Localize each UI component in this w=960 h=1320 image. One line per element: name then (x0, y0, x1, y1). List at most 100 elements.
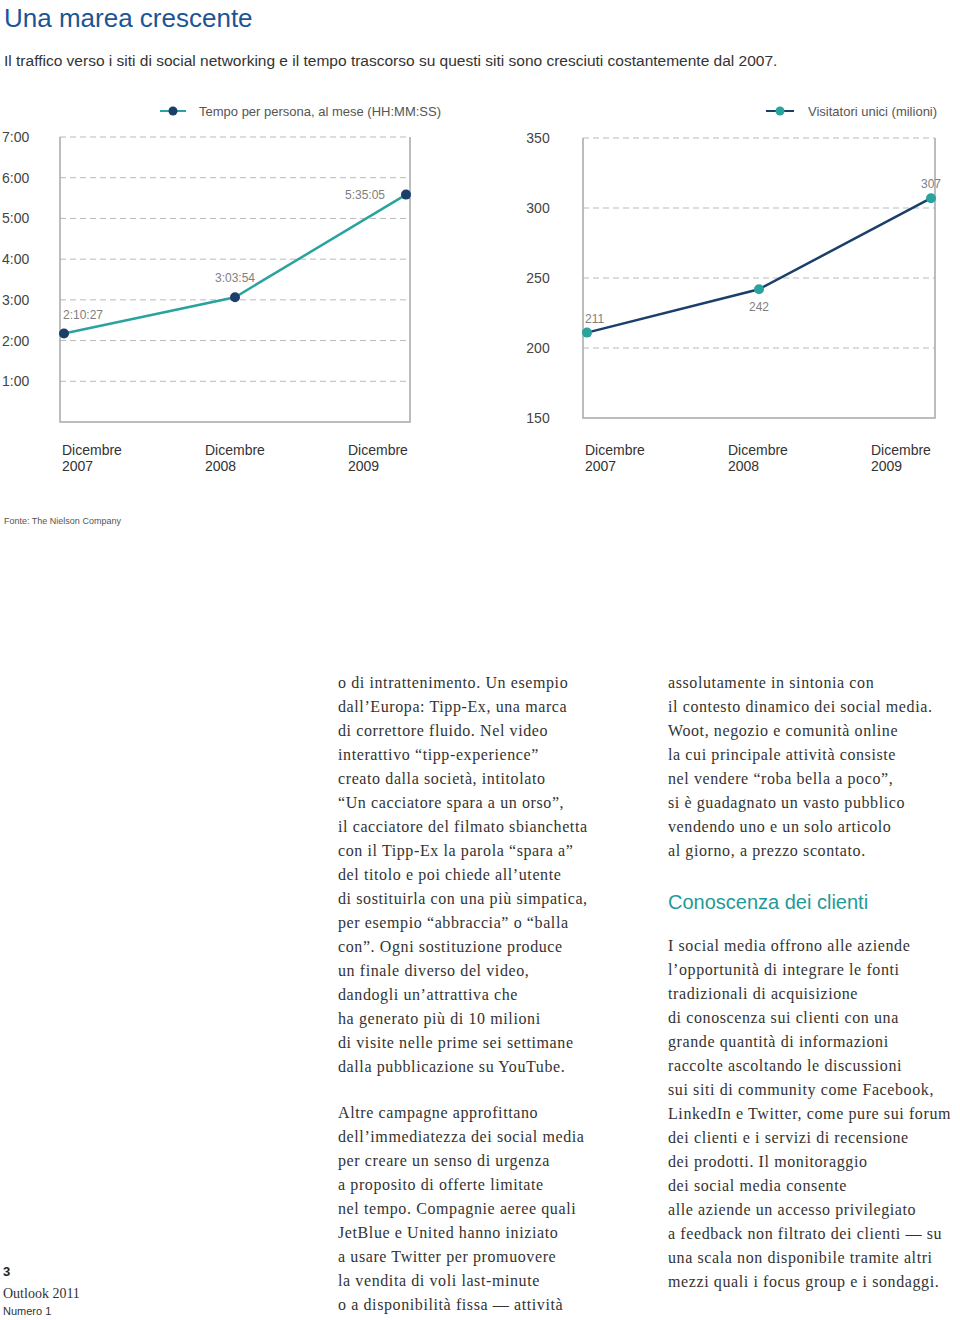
text-line: tradizionali di acquisizione (668, 985, 858, 1003)
category-label-line: 2007 (62, 458, 93, 474)
text-line: il contesto dinamico dei social media. (668, 698, 933, 715)
grid-line (60, 381, 410, 382)
text-line: ha generato più di 10 milioni (338, 1010, 541, 1028)
text-line: dall’Europa: Tipp-Ex, una marca (338, 698, 567, 716)
text-line: dei clienti e i servizi di recensione (668, 1129, 909, 1146)
publication: Outlook 2011 (3, 1286, 80, 1301)
category-label: Dicembre2007 (62, 442, 122, 474)
text-line: di correttore fluido. Nel video (338, 722, 548, 739)
text-line: la cui principale attività consiste (668, 746, 896, 764)
text-line: al giorno, a prezzo scontato. (668, 842, 866, 860)
grid-line (583, 208, 935, 209)
tick-label: 7:00 (2, 129, 29, 145)
category-label-line: Dicembre (348, 442, 408, 458)
text-line: con”. Ogni sostituzione produce (338, 938, 563, 956)
text-line: raccolte ascoltando le discussioni (668, 1057, 902, 1074)
category-label: Dicembre2008 (205, 442, 265, 474)
chart: 1:002:003:004:005:006:007:00Dicembre2007… (2, 104, 441, 474)
text-line: grande quantità di informazioni (668, 1033, 889, 1051)
text-line: dalla pubblicazione su YouTube. (338, 1058, 565, 1076)
point (59, 328, 69, 338)
category-label-line: Dicembre (205, 442, 265, 458)
title: Una marea crescente (4, 3, 253, 33)
category-label: Dicembre2007 (585, 442, 645, 474)
category-label-line: 2008 (728, 458, 759, 474)
legend-label: Visitatori unici (milioni) (808, 104, 937, 119)
text-line: assolutamente in sintonia con (668, 674, 874, 691)
category-label-line: 2009 (871, 458, 902, 474)
text-column: o di intrattenimento. Un esempiodall’Eur… (338, 674, 588, 1314)
text-line: del titolo e poi chiede all’utente (338, 866, 561, 884)
grid-line (60, 218, 410, 219)
series-line (64, 195, 406, 334)
data-label: 3:03:54 (215, 271, 255, 285)
point (230, 292, 240, 302)
category-label-line: Dicembre (728, 442, 788, 458)
text-line: alle aziende un accesso privilegiato (668, 1201, 916, 1219)
chart: 150200250300350Dicembre2007Dicembre2008D… (526, 104, 941, 474)
text-line: a proposito di offerte limitate (338, 1176, 544, 1194)
category-label-line: 2007 (585, 458, 616, 474)
text-line: con il Tipp-Ex la parola “spara a” (338, 842, 573, 860)
text-line: il cacciatore del filmato sbianchetta (338, 818, 588, 835)
text-line: la vendita di voli last-minute (338, 1272, 540, 1289)
text-line: a usare Twitter per promuovere (338, 1248, 556, 1266)
tick-label: 3:00 (2, 292, 29, 308)
text-line: di visite nelle prime sei settimane (338, 1034, 574, 1052)
page: Una marea crescenteIl traffico verso i s… (0, 0, 960, 1320)
text-line: nel tempo. Compagnie aeree quali (338, 1200, 576, 1218)
grid-line (60, 259, 410, 260)
data-label: 2:10:27 (63, 308, 103, 322)
grid-line (60, 340, 410, 341)
text-line: sui siti di community come Facebook, (668, 1081, 934, 1099)
category-label: Dicembre2008 (728, 442, 788, 474)
page-number: 3 (3, 1264, 10, 1279)
source: Fonte: The Nielson Company (4, 516, 121, 526)
grid-line (583, 138, 935, 139)
category-label-line: Dicembre (585, 442, 645, 458)
text-line: un finale diverso del video, (338, 962, 529, 979)
section-heading: Conoscenza dei clienti (668, 891, 868, 913)
tick-label: 5:00 (2, 210, 29, 226)
category-label-line: 2009 (348, 458, 379, 474)
point (926, 193, 936, 203)
tick-label: 250 (526, 270, 550, 286)
text-line: JetBlue e United hanno iniziato (338, 1224, 558, 1241)
grid-line (583, 348, 935, 349)
text-line: interattivo “tipp-experience” (338, 746, 539, 764)
text-line: l’opportunità di integrare le fonti (668, 961, 900, 979)
text-line: per esempio “abbraccia” o “balla (338, 914, 569, 932)
text-line: si è guadagnato un vasto pubblico (668, 794, 905, 812)
text-line: dei social media consente (668, 1177, 847, 1194)
data-label: 5:35:05 (345, 188, 385, 202)
data-label: 307 (921, 177, 941, 191)
text-line: mezzi quali i focus group e i sondaggi. (668, 1273, 939, 1291)
text-line: LinkedIn e Twitter, come pure sui forum (668, 1105, 951, 1123)
grid-line (60, 177, 410, 178)
plot-area (582, 193, 936, 337)
text-line: di conoscenza sui clienti con una (668, 1009, 899, 1026)
text-line: creato dalla società, intitolato (338, 770, 546, 787)
text-line: a feedback non filtrato dei clienti — su (668, 1225, 942, 1242)
text-line: vendendo uno e un solo articolo (668, 818, 891, 835)
point (754, 284, 764, 294)
category-label: Dicembre2009 (348, 442, 408, 474)
data-label: 242 (749, 300, 769, 314)
grid-line (60, 137, 410, 138)
text-line: dei prodotti. Il monitoraggio (668, 1153, 868, 1171)
plot-area (59, 190, 411, 339)
legend-marker (169, 107, 178, 116)
tick-label: 6:00 (2, 170, 29, 186)
point (582, 328, 592, 338)
tick-label: 4:00 (2, 251, 29, 267)
plot-frame (583, 138, 935, 418)
category-label-line: Dicembre (62, 442, 122, 458)
text-line: Altre campagne approfittano (338, 1104, 538, 1122)
text-line: Woot, negozio e comunità online (668, 722, 898, 740)
category-label-line: Dicembre (871, 442, 931, 458)
text-line: di sostituirla con una più simpatica, (338, 890, 588, 908)
legend-marker (776, 107, 785, 116)
tick-label: 200 (526, 340, 550, 356)
tick-label: 150 (526, 410, 550, 426)
text-line: per creare un senso di urgenza (338, 1152, 550, 1170)
